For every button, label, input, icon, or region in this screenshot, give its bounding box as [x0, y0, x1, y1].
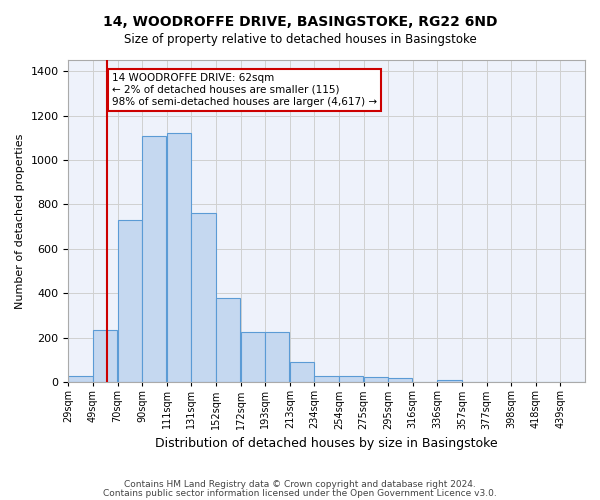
Text: Contains public sector information licensed under the Open Government Licence v3: Contains public sector information licen…: [103, 488, 497, 498]
Bar: [437, 380, 461, 382]
Bar: [364, 377, 388, 382]
Bar: [93, 330, 117, 382]
Text: 14 WOODROFFE DRIVE: 62sqm
← 2% of detached houses are smaller (115)
98% of semi-: 14 WOODROFFE DRIVE: 62sqm ← 2% of detach…: [112, 74, 377, 106]
Bar: [118, 220, 142, 382]
Bar: [167, 134, 191, 382]
Bar: [216, 298, 240, 382]
Text: Size of property relative to detached houses in Basingstoke: Size of property relative to detached ho…: [124, 32, 476, 46]
Bar: [241, 332, 265, 382]
Y-axis label: Number of detached properties: Number of detached properties: [15, 134, 25, 309]
X-axis label: Distribution of detached houses by size in Basingstoke: Distribution of detached houses by size …: [155, 437, 498, 450]
Text: Contains HM Land Registry data © Crown copyright and database right 2024.: Contains HM Land Registry data © Crown c…: [124, 480, 476, 489]
Bar: [191, 214, 215, 382]
Bar: [339, 376, 363, 382]
Text: 14, WOODROFFE DRIVE, BASINGSTOKE, RG22 6ND: 14, WOODROFFE DRIVE, BASINGSTOKE, RG22 6…: [103, 15, 497, 29]
Bar: [314, 376, 338, 382]
Bar: [290, 362, 314, 382]
Bar: [142, 136, 166, 382]
Bar: [68, 376, 92, 382]
Bar: [388, 378, 412, 382]
Bar: [265, 332, 289, 382]
